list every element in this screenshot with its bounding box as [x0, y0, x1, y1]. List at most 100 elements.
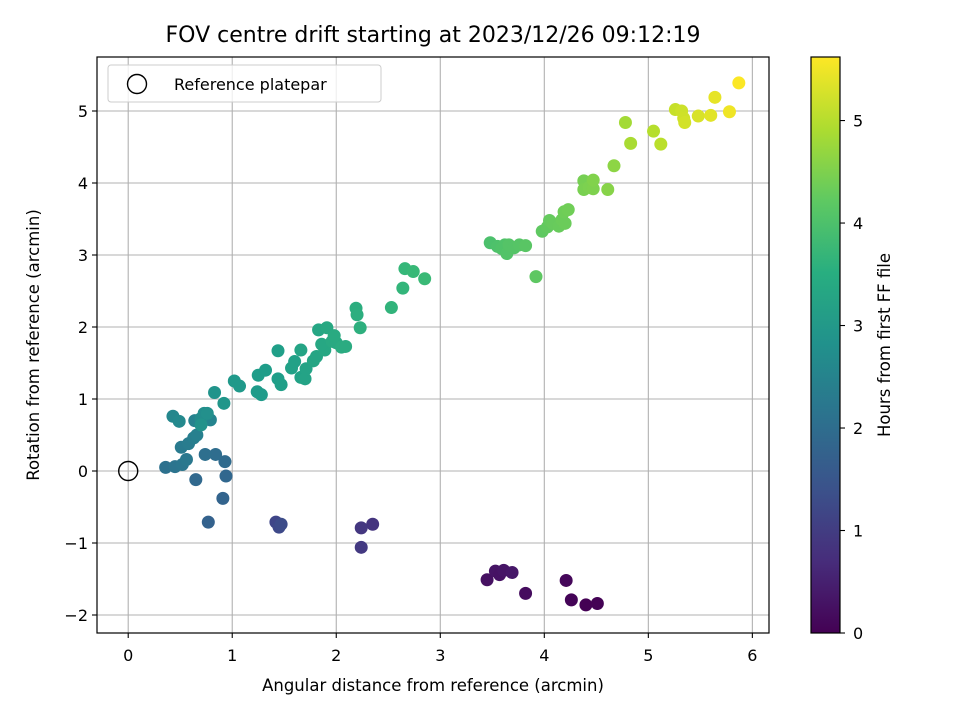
data-point — [208, 386, 222, 400]
data-point — [294, 343, 308, 357]
data-point — [216, 491, 230, 505]
data-point — [654, 137, 668, 151]
data-point — [354, 540, 368, 554]
colorbar-tick-label: 0 — [853, 624, 863, 643]
data-point — [366, 517, 380, 531]
data-point — [586, 173, 600, 187]
data-point — [288, 355, 302, 369]
colorbar-gradient — [810, 56, 841, 634]
y-tick-label: 5 — [78, 102, 88, 121]
data-point — [298, 372, 312, 386]
legend-marker-reference — [126, 73, 148, 95]
x-tick-label: 3 — [435, 646, 445, 665]
data-point — [678, 116, 692, 130]
x-tick-label: 5 — [643, 646, 653, 665]
data-point — [480, 573, 494, 587]
data-point — [708, 90, 722, 104]
data-point — [217, 396, 231, 410]
x-tick-label: 6 — [747, 646, 757, 665]
y-axis-ticks: −2 −1 0 1 2 3 4 5 — [64, 102, 97, 625]
data-point — [618, 116, 632, 130]
data-point — [353, 321, 367, 335]
plot-frame — [96, 56, 770, 634]
data-point — [339, 339, 353, 353]
data-point — [590, 596, 604, 610]
data-point — [601, 182, 615, 196]
data-point — [259, 363, 273, 377]
y-tick-label: 3 — [78, 246, 88, 265]
scatter-points — [159, 76, 746, 612]
data-point — [647, 124, 661, 138]
y-tick-label: 4 — [78, 174, 88, 193]
data-point — [384, 301, 398, 315]
data-point — [200, 406, 214, 420]
data-point — [354, 521, 368, 535]
data-point — [274, 517, 288, 531]
legend-box — [107, 64, 382, 103]
colorbar: 0 1 2 3 4 5 Hours from first FF file — [810, 56, 894, 643]
data-point — [396, 281, 410, 295]
data-point — [189, 473, 203, 487]
data-point — [271, 344, 285, 358]
colorbar-tick-label: 5 — [853, 112, 863, 131]
data-point — [209, 447, 223, 461]
data-point — [201, 515, 215, 529]
colorbar-ticks: 0 1 2 3 4 5 — [840, 112, 863, 643]
grid — [97, 57, 769, 633]
x-tick-label: 0 — [123, 646, 133, 665]
data-point — [529, 270, 543, 284]
data-point — [218, 455, 232, 469]
data-point — [624, 136, 638, 150]
data-point — [406, 265, 420, 279]
legend: Reference platepar — [107, 64, 382, 103]
data-point — [732, 76, 746, 90]
chart-title: FOV centre drift starting at 2023/12/26 … — [166, 23, 701, 48]
data-point — [564, 593, 578, 607]
reference-point — [118, 460, 139, 482]
data-point — [172, 414, 186, 428]
data-point — [327, 329, 341, 343]
data-point — [579, 598, 593, 612]
x-tick-label: 4 — [539, 646, 549, 665]
y-tick-label: 1 — [78, 390, 88, 409]
data-point — [198, 447, 212, 461]
data-point — [559, 573, 573, 587]
y-axis-label: Rotation from reference (arcmin) — [24, 209, 43, 481]
data-point — [274, 378, 288, 392]
data-point — [418, 272, 432, 286]
data-point — [315, 337, 329, 351]
data-point — [561, 203, 575, 217]
colorbar-tick-label: 4 — [853, 214, 863, 233]
data-point — [219, 469, 233, 483]
reference-marker — [118, 460, 139, 482]
x-axis-label: Angular distance from reference (arcmin) — [262, 676, 604, 695]
data-point — [254, 388, 268, 402]
colorbar-tick-label: 3 — [853, 317, 863, 336]
y-tick-label: 2 — [78, 318, 88, 337]
data-point — [519, 239, 533, 253]
data-point — [233, 379, 247, 393]
y-tick-label: −2 — [64, 606, 88, 625]
data-point — [558, 216, 572, 230]
data-point — [190, 428, 204, 442]
y-tick-label: 0 — [78, 462, 88, 481]
legend-entry-label: Reference platepar — [174, 75, 327, 94]
data-point — [350, 308, 364, 322]
data-point — [704, 108, 718, 122]
colorbar-label: Hours from first FF file — [875, 253, 894, 437]
data-point — [179, 452, 193, 466]
x-tick-label: 2 — [331, 646, 341, 665]
data-point — [159, 460, 173, 474]
colorbar-tick-label: 1 — [853, 522, 863, 541]
x-tick-label: 1 — [227, 646, 237, 665]
colorbar-tick-label: 2 — [853, 419, 863, 438]
data-point — [505, 566, 519, 580]
y-tick-label: −1 — [64, 534, 88, 553]
data-point — [519, 586, 533, 600]
data-point — [194, 418, 208, 432]
data-point — [691, 109, 705, 123]
data-point — [607, 159, 621, 173]
x-axis-ticks: 0 1 2 3 4 5 6 — [123, 633, 757, 665]
data-point — [722, 105, 736, 119]
